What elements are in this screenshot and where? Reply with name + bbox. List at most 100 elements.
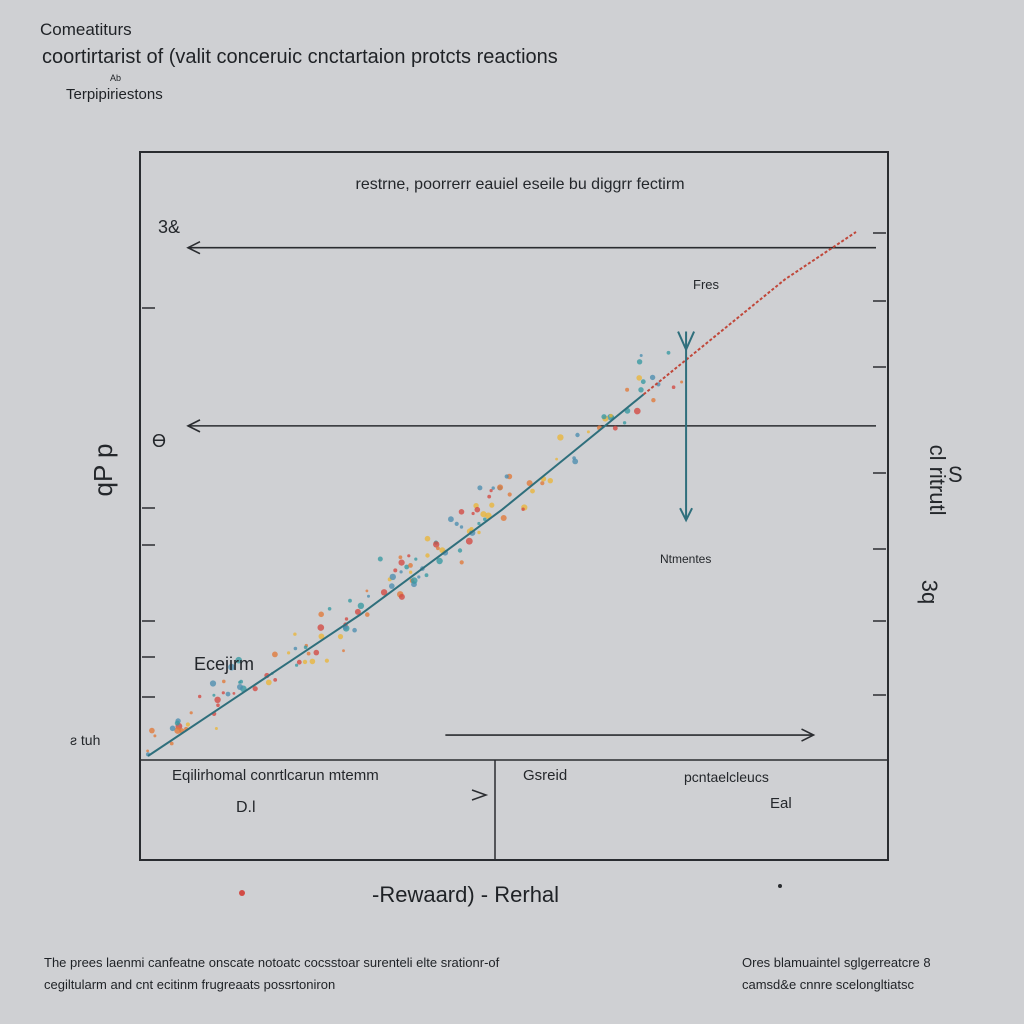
right-tick-label-top: S — [948, 462, 963, 487]
lower-right-sub: Eal — [770, 795, 792, 812]
marker-dot-dark — [778, 884, 782, 888]
scatter-point — [228, 663, 236, 671]
scatter-point — [214, 727, 218, 730]
scatter-point — [225, 691, 231, 697]
scatter-point — [398, 555, 403, 560]
scatter-point — [238, 680, 242, 684]
footer-right: Ores blamuaintel sglgerreatcre 8 camsd&e… — [742, 952, 931, 996]
header-subtitle: coortirtarist of (valit conceruic cnctar… — [42, 46, 558, 68]
scatter-point — [601, 414, 607, 420]
scatter-point — [497, 484, 504, 491]
marker-dot-red — [239, 890, 245, 896]
scatter-point — [557, 434, 564, 441]
scatter-point — [354, 608, 361, 615]
scatter-point — [293, 632, 297, 636]
scatter-point — [636, 359, 643, 365]
scatter-point — [448, 516, 454, 523]
scatter-point — [357, 602, 365, 609]
scatter-point — [454, 521, 459, 527]
scatter-point — [146, 749, 150, 753]
scatter-point — [521, 507, 525, 511]
curve-label: Ecejirm — [194, 654, 254, 674]
scatter-point — [586, 430, 590, 434]
scatter-point — [174, 720, 180, 726]
scatter-point — [365, 589, 369, 593]
vertical-marker — [677, 331, 695, 523]
reference-arrow-icon — [186, 241, 201, 255]
chart-title: restrne, poorrerr eauiel eseile bu diggr… — [355, 176, 684, 193]
scatter-point — [399, 570, 403, 574]
scatter-point — [342, 649, 345, 653]
scatter-point — [327, 607, 332, 611]
scatter-point — [424, 535, 431, 542]
scatter-point — [425, 553, 430, 558]
scatter-point — [671, 385, 676, 390]
right-ticks — [873, 232, 886, 696]
scatter-point — [477, 521, 481, 526]
scatter-point — [483, 517, 487, 522]
scatter-point — [389, 583, 395, 589]
scatter-point — [174, 727, 182, 734]
scatter-point — [530, 488, 535, 494]
lower-left-label: Eqilirhomal conrtlcarun mtemm — [172, 767, 379, 784]
scatter-point — [424, 573, 429, 578]
scatter-point — [216, 703, 220, 707]
scatter-point — [287, 651, 291, 655]
scatter-point — [185, 722, 190, 727]
scatter-point — [149, 727, 155, 734]
scatter-point — [489, 489, 493, 493]
scatter-point — [469, 527, 474, 531]
scatter-point — [540, 481, 545, 486]
scatter-point — [169, 725, 176, 732]
reference-arrow-icon — [186, 419, 201, 433]
scatter-point — [273, 678, 278, 682]
footer-left-line-2: cegiltularm and cnt ecitinm frugreaats p… — [44, 977, 336, 992]
scatter-point — [572, 458, 579, 465]
scatter-point — [407, 554, 411, 558]
trend-curve — [147, 393, 645, 757]
trend-curve-tip — [642, 231, 857, 396]
header-caption: Terpipiriestons — [66, 86, 163, 103]
lower-right-label-b: pcntaelcleucs — [684, 769, 769, 785]
scatter-point — [295, 663, 299, 667]
lower-left-sub: D.l — [236, 799, 256, 816]
scatter-point — [293, 646, 298, 651]
scatter-point — [436, 557, 443, 565]
left-tick-label-bottom: ƨ tuh — [70, 732, 100, 748]
reference-arrow-icon — [801, 728, 816, 742]
lower-arrow-icon — [471, 789, 489, 801]
scatter-point — [352, 627, 357, 633]
header-title: Comeatiturs — [40, 20, 132, 39]
chart-frame — [139, 151, 889, 861]
annotation-bottom: Ntmentes — [660, 552, 711, 566]
scatter-point — [232, 692, 236, 695]
scatter-point — [209, 680, 217, 687]
scatter-point — [507, 492, 512, 497]
scatter-point — [436, 546, 440, 551]
scatter-point — [393, 568, 398, 573]
scatter-point — [651, 398, 656, 403]
scatter-point — [318, 611, 325, 618]
scatter-point — [302, 659, 308, 665]
scatter-point — [636, 375, 642, 381]
scatter-point — [480, 511, 487, 518]
scatter-point — [465, 537, 473, 545]
scatter-point — [487, 494, 492, 499]
scatter-point — [212, 693, 216, 697]
scatter-point — [380, 589, 388, 596]
scatter-point — [500, 515, 507, 521]
scatter-point — [649, 374, 656, 381]
scatter-point — [235, 656, 242, 664]
scatter-point — [489, 502, 495, 508]
scatter-point — [296, 659, 302, 665]
footer-left-line-1: The prees laenmi canfeatne onscate notoa… — [44, 955, 500, 970]
scatter-point — [252, 686, 258, 692]
scatter-point — [398, 559, 405, 566]
scatter-points — [145, 350, 684, 757]
right-axis-label: cl ritrutl — [925, 445, 950, 516]
scatter-point — [612, 425, 618, 431]
scatter-point — [318, 633, 325, 640]
scatter-point — [555, 457, 558, 461]
scatter-point — [639, 354, 643, 357]
